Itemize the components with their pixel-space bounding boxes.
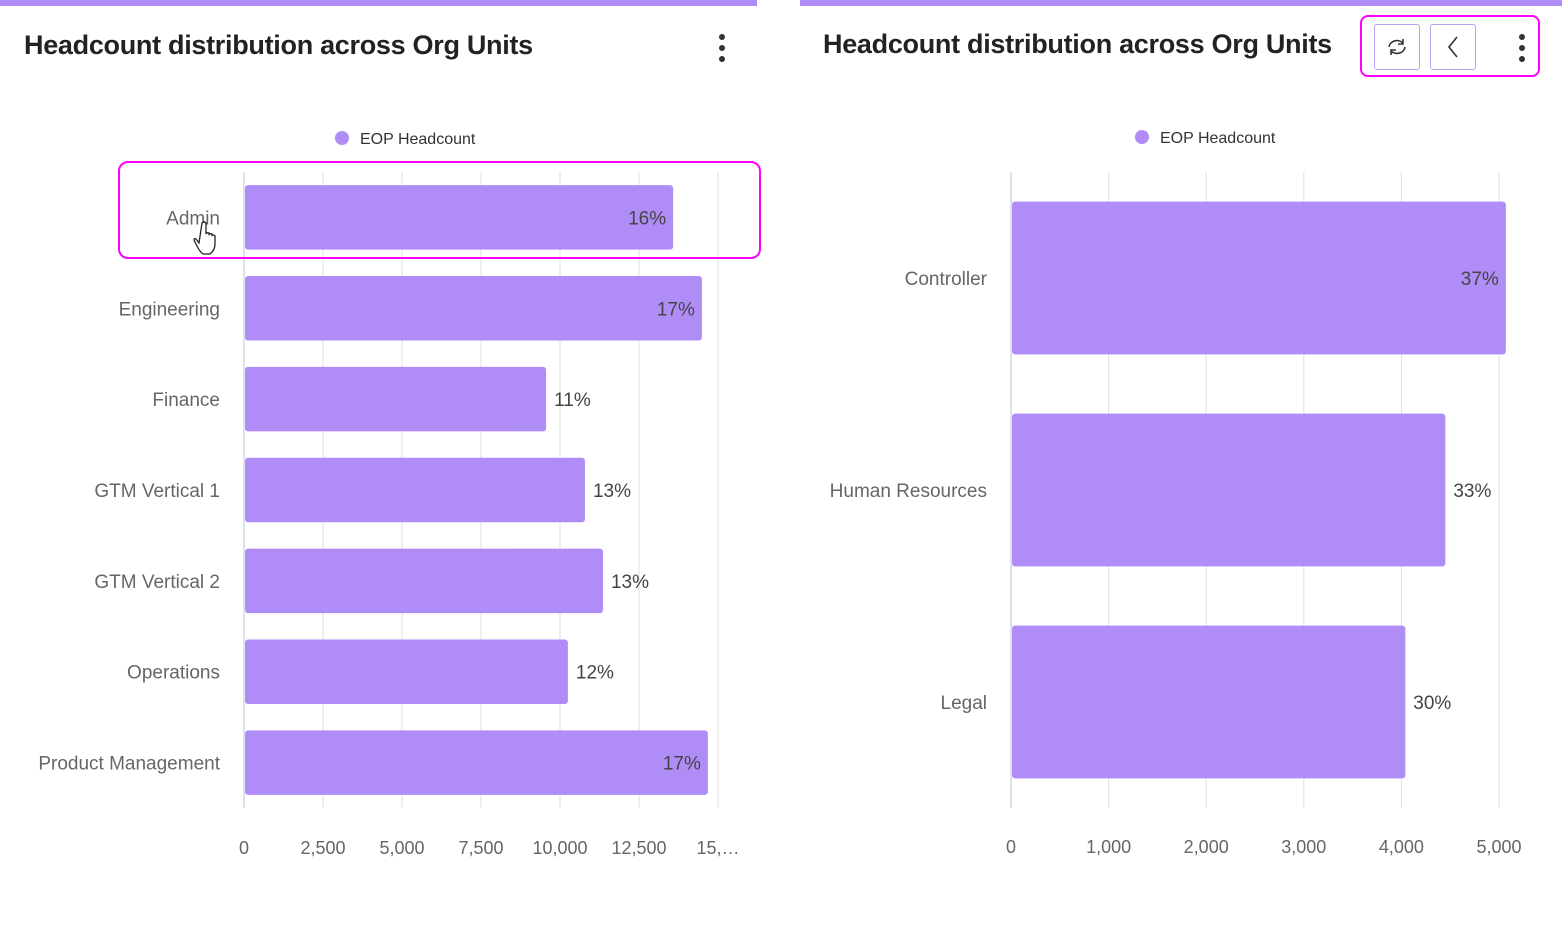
bar bbox=[245, 276, 702, 341]
chevron-left-icon bbox=[1447, 36, 1458, 58]
right-chart-card: Headcount distribution across Org Units bbox=[800, 0, 1562, 942]
x-tick-label: 15,… bbox=[696, 838, 739, 858]
x-tick-label: 10,000 bbox=[532, 838, 587, 858]
back-button[interactable] bbox=[1430, 24, 1476, 70]
category-label: Operations bbox=[127, 663, 220, 684]
card-accent-bar bbox=[800, 0, 1562, 6]
refresh-icon bbox=[1388, 39, 1406, 55]
category-label: GTM Vertical 2 bbox=[94, 572, 220, 593]
category-label: Product Management bbox=[38, 754, 220, 775]
x-tick-label: 7,500 bbox=[458, 838, 503, 858]
x-tick-label: 5,000 bbox=[379, 838, 424, 858]
x-tick-label: 2,500 bbox=[300, 838, 345, 858]
refresh-button[interactable] bbox=[1374, 24, 1420, 70]
data-label: 16% bbox=[628, 208, 666, 229]
category-label: Engineering bbox=[119, 299, 220, 320]
category-label: GTM Vertical 1 bbox=[94, 481, 220, 502]
card-accent-bar bbox=[0, 0, 757, 6]
card-title: Headcount distribution across Org Units bbox=[823, 29, 1332, 59]
data-label: 17% bbox=[657, 299, 695, 320]
data-label: 13% bbox=[593, 481, 631, 502]
bar bbox=[245, 366, 547, 432]
card-toolbar bbox=[1360, 15, 1540, 77]
bar bbox=[245, 730, 708, 795]
left-bar-chart: EOP Headcount 0 2,500 5,000 7,500 10,000 12,50… bbox=[38, 131, 740, 858]
bar bbox=[245, 548, 603, 614]
x-tick-label: 0 bbox=[239, 838, 249, 858]
bar bbox=[245, 457, 585, 523]
hand-cursor-icon bbox=[193, 221, 216, 255]
legend-label: EOP Headcount bbox=[360, 131, 476, 148]
card-title: Headcount distribution across Org Units bbox=[24, 30, 533, 60]
data-label: 13% bbox=[611, 572, 649, 593]
kebab-icon[interactable] bbox=[1517, 34, 1527, 62]
data-label: 17% bbox=[663, 754, 701, 775]
category-label: Finance bbox=[152, 390, 220, 411]
bar bbox=[245, 185, 674, 250]
x-tick-label: 12,500 bbox=[611, 838, 666, 858]
data-label: 11% bbox=[554, 390, 591, 411]
data-label: 12% bbox=[576, 663, 614, 684]
legend-swatch bbox=[335, 131, 349, 145]
bar bbox=[245, 639, 568, 704]
kebab-icon[interactable] bbox=[717, 34, 727, 62]
